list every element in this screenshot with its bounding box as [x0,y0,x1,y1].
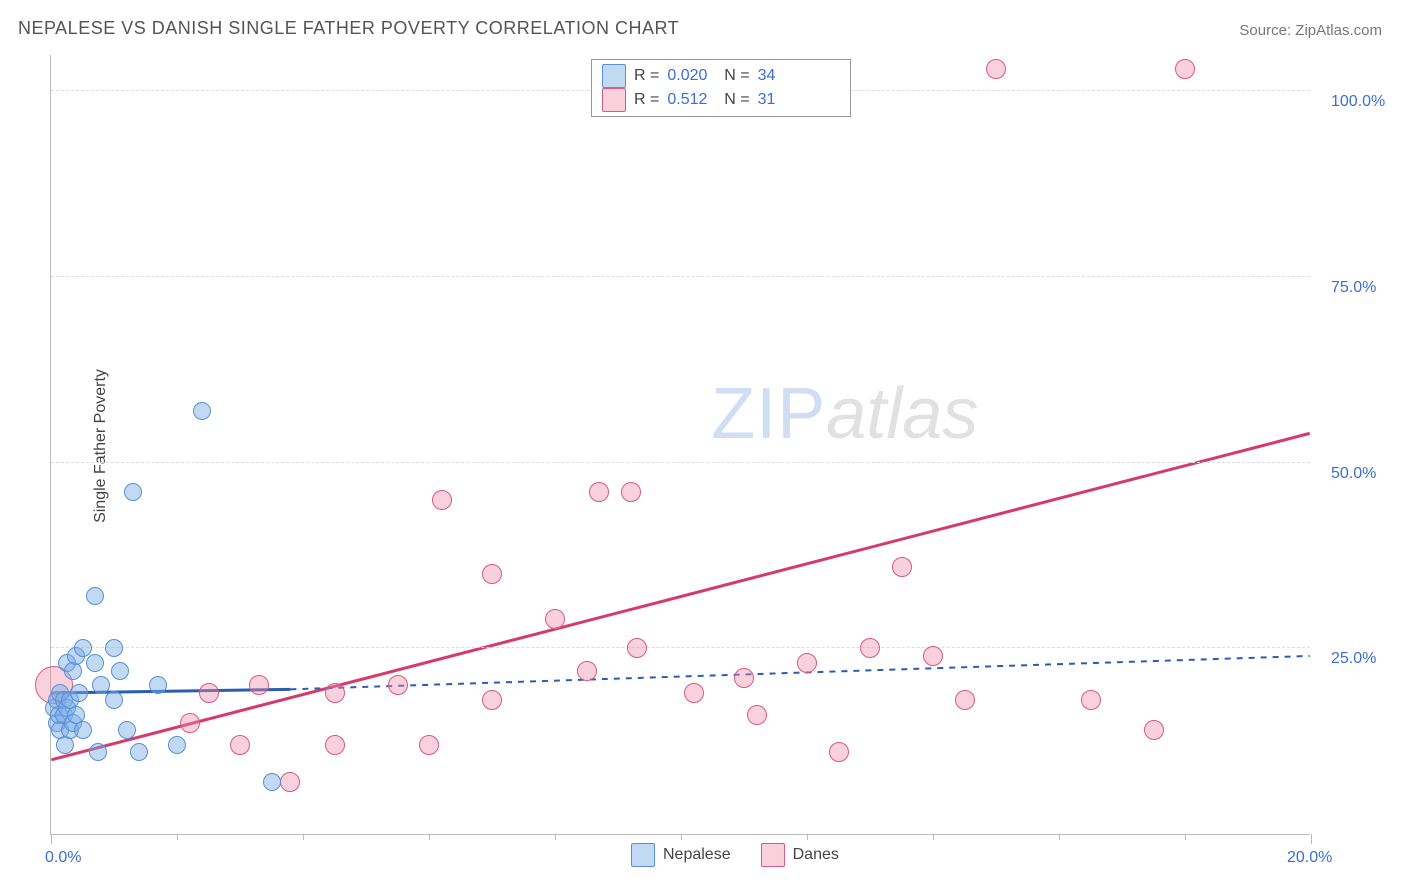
watermark-atlas: atlas [826,374,978,454]
legend-swatch [761,843,785,867]
danes-point [432,490,452,510]
gridline-h [51,276,1310,277]
nepalese-point [74,721,92,739]
xtick [177,834,178,840]
danes-point [684,683,704,703]
nepalese-point [263,773,281,791]
gridline-h [51,462,1310,463]
danes-point [892,557,912,577]
danes-point [325,735,345,755]
legend-series: Nepalese Danes [631,843,839,867]
legend-series-label: Nepalese [663,846,731,864]
nepalese-point [74,639,92,657]
danes-point [860,638,880,658]
ytick-label: 100.0% [1331,93,1385,111]
xtick [1185,834,1186,840]
nepalese-point [111,662,129,680]
plot-area: ZIPatlas 25.0%50.0%75.0%100.0%0.0%20.0% … [50,55,1310,835]
legend-correlation-row: R = 0.512 N = 31 [602,88,840,112]
source-attribution: Source: ZipAtlas.com [1239,22,1382,39]
gridline-h [51,647,1310,648]
legend-R-value: 0.512 [667,88,707,112]
danes-point [388,675,408,695]
legend-series-item: Nepalese [631,843,731,867]
nepalese-point [70,684,88,702]
danes-point [419,735,439,755]
xtick [933,834,934,840]
ytick-label: 75.0% [1331,279,1376,297]
xtick [51,834,52,844]
legend-series-label: Danes [793,846,839,864]
source-prefix: Source: [1239,22,1295,39]
chart-title: NEPALESE VS DANISH SINGLE FATHER POVERTY… [18,18,679,39]
danes-point [482,690,502,710]
ytick-label: 50.0% [1331,465,1376,483]
nepalese-point [193,402,211,420]
danes-point [1175,59,1195,79]
legend-swatch [602,88,626,112]
legend-correlation-row: R = 0.020 N = 34 [602,64,840,88]
legend-swatch [602,64,626,88]
ytick-label: 25.0% [1331,650,1376,668]
legend-R-value: 0.020 [667,64,707,88]
danes-point [955,690,975,710]
nepalese-point [105,639,123,657]
danes-point [1081,690,1101,710]
danes-point [589,482,609,502]
danes-point [627,638,647,658]
danes-point [199,683,219,703]
source-name: ZipAtlas.com [1295,22,1382,39]
danes-point [734,668,754,688]
danes-point [280,772,300,792]
danes-point [829,742,849,762]
xtick [1311,834,1312,844]
danes-point [747,705,767,725]
nepalese-point [168,736,186,754]
danes-point [1144,720,1164,740]
legend-correlation: R = 0.020 N = 34 R = 0.512 N = 31 [591,59,851,117]
xtick [681,834,682,840]
xtick [429,834,430,840]
nepalese-point [118,721,136,739]
nepalese-point [149,676,167,694]
nepalese-point [130,743,148,761]
nepalese-point [89,743,107,761]
nepalese-point [86,587,104,605]
danes-point [577,661,597,681]
legend-series-item: Danes [761,843,839,867]
danes-point [923,646,943,666]
trend-lines-layer [51,55,1310,834]
xtick [1059,834,1060,840]
nepalese-point [92,676,110,694]
legend-swatch [631,843,655,867]
xtick [555,834,556,840]
legend-N-value: 31 [758,88,776,112]
danes-point [545,609,565,629]
danes-point [797,653,817,673]
danes-point [249,675,269,695]
danes-point [986,59,1006,79]
xtick-label: 0.0% [45,849,81,867]
danes-point [180,713,200,733]
watermark: ZIPatlas [711,373,978,455]
danes-point [621,482,641,502]
watermark-zip: ZIP [711,374,826,454]
nepalese-point [124,483,142,501]
legend-N-value: 34 [758,64,776,88]
xtick [303,834,304,840]
xtick [807,834,808,840]
danes-trendline [51,433,1309,759]
xtick-label: 20.0% [1287,849,1332,867]
danes-point [482,564,502,584]
nepalese-point [86,654,104,672]
danes-point [325,683,345,703]
danes-point [230,735,250,755]
nepalese-point [105,691,123,709]
